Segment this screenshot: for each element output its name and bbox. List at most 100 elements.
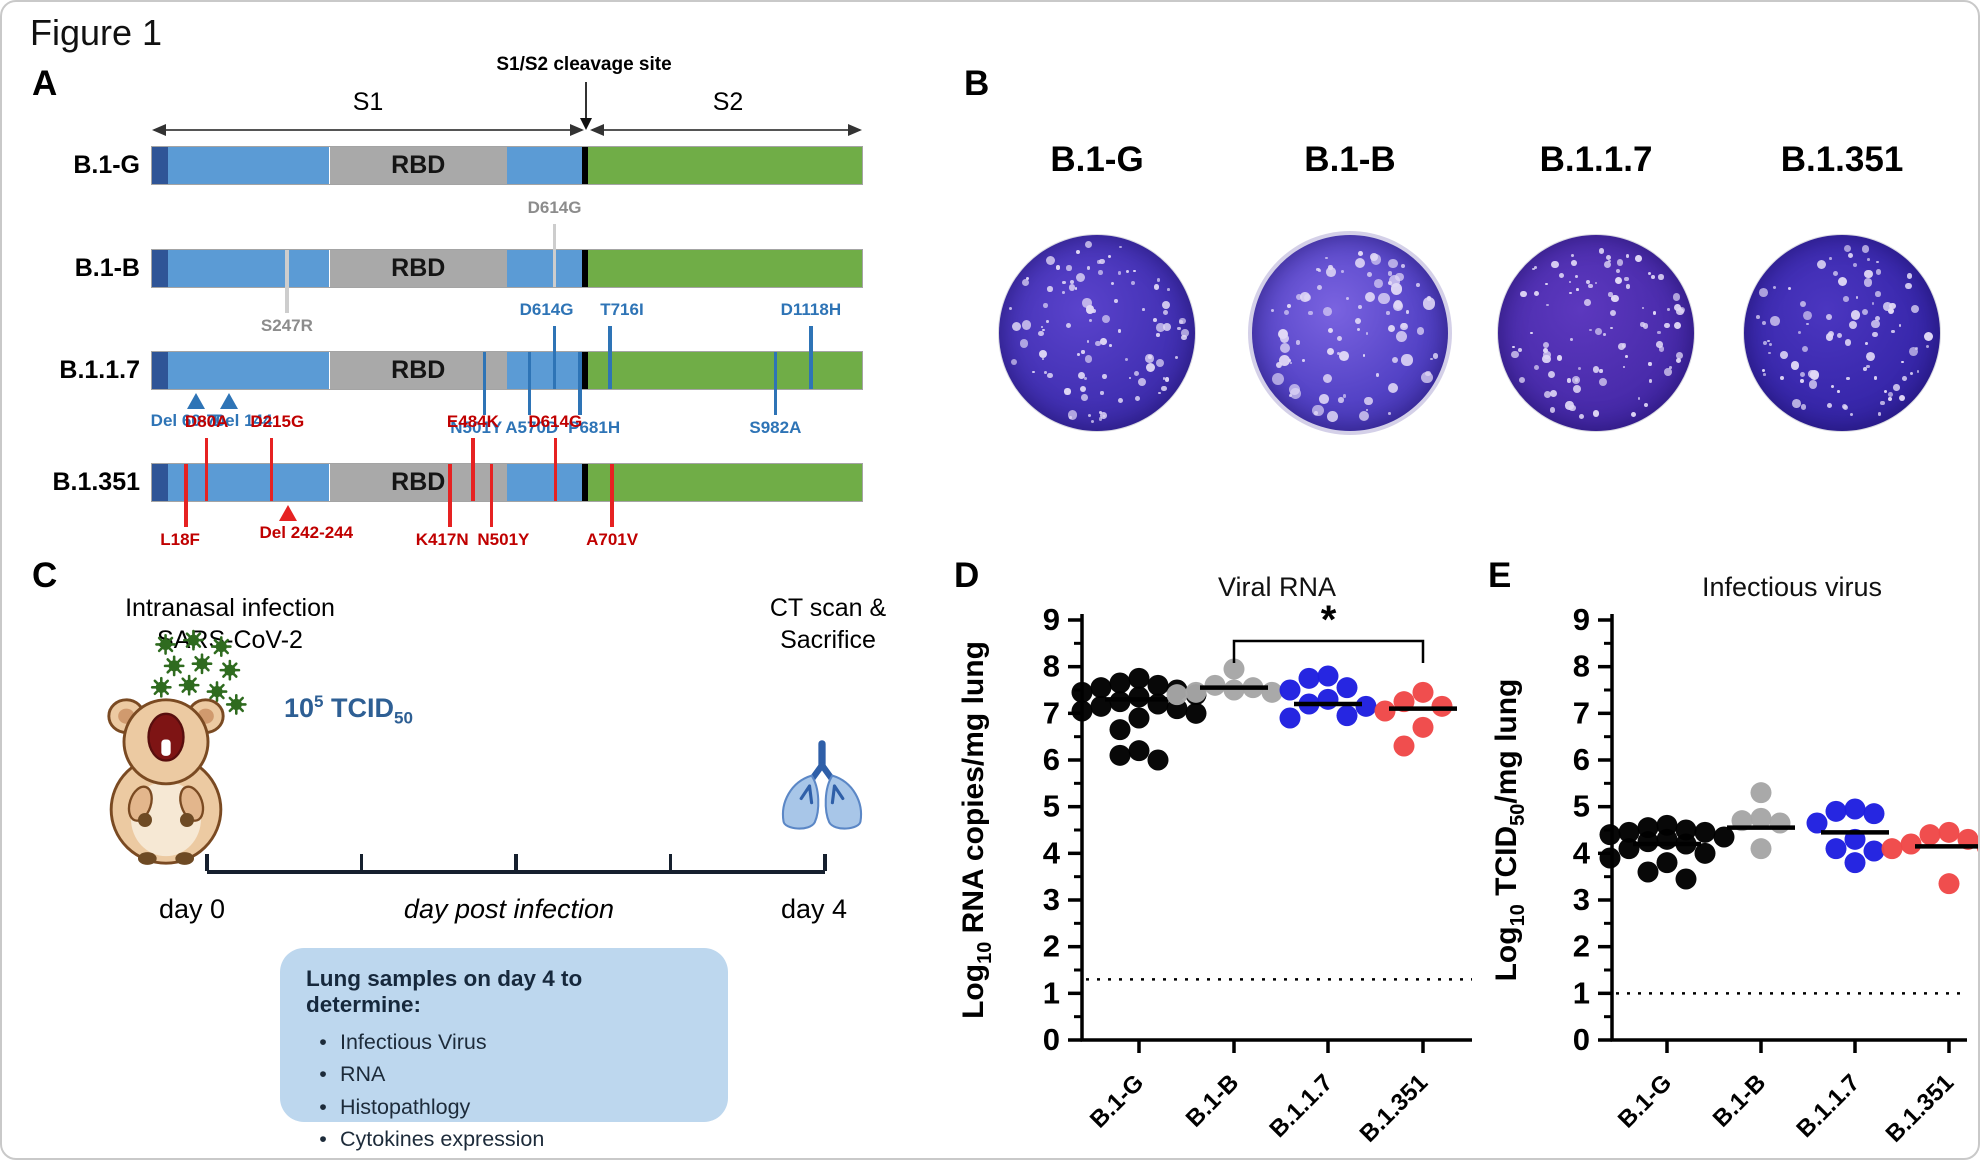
segment-ntd-dark — [152, 352, 168, 389]
data-point-B.1.1.7 — [1355, 695, 1377, 717]
plaque — [1425, 370, 1432, 377]
plaque — [1666, 308, 1670, 311]
plaque — [1648, 379, 1653, 383]
data-point-B.1.351 — [1900, 833, 1922, 855]
plaque — [1592, 410, 1600, 417]
virus-particle — [183, 629, 204, 651]
plaque — [1759, 287, 1768, 297]
data-point-B.1-G — [1071, 700, 1093, 722]
plaque — [1134, 371, 1140, 377]
plaque — [1047, 372, 1053, 379]
plaque — [1533, 365, 1540, 371]
timeline-day0-label: day 0 — [158, 894, 226, 924]
plaque — [1865, 351, 1875, 361]
plaque — [1672, 293, 1680, 301]
plaque — [1021, 278, 1030, 287]
y-tick-label: 3 — [1573, 882, 1590, 917]
plaque — [1100, 338, 1107, 345]
plaque — [1584, 299, 1591, 306]
mutation-line — [610, 464, 614, 527]
mutation-label: S247R — [260, 316, 313, 335]
plaque — [1076, 249, 1081, 254]
plaque — [1837, 276, 1847, 287]
plaque — [1675, 357, 1682, 364]
segment-ctd — [507, 250, 582, 287]
plaque — [1323, 307, 1332, 316]
plaque — [1046, 319, 1049, 323]
plaque — [1594, 327, 1602, 335]
segment-cleavage — [581, 464, 588, 501]
lung-samples-title: Lung samples on day 4 to determine: — [306, 966, 583, 1017]
plaque — [1365, 332, 1369, 335]
timeline-day4-label: day 4 — [780, 894, 848, 924]
segment-cleavage — [581, 147, 588, 184]
plaque-well — [999, 235, 1195, 431]
data-point-B.1.1.7 — [1863, 840, 1885, 862]
plaque — [1401, 354, 1413, 366]
dose-exponent: 5 — [314, 692, 324, 711]
data-point-B.1-G — [1599, 847, 1621, 869]
plaque — [1668, 366, 1672, 369]
plaque — [1543, 351, 1551, 359]
plaque — [1846, 376, 1850, 381]
plaque — [1099, 258, 1106, 265]
plaque — [1364, 291, 1376, 302]
dose-label: 105 TCID50 — [284, 692, 413, 728]
y-tick-label: 2 — [1043, 929, 1060, 964]
timeline-tick — [823, 854, 827, 871]
plaque — [1111, 282, 1115, 286]
virus-particle — [191, 653, 213, 675]
segment-s2 — [587, 147, 862, 184]
plaque — [1598, 248, 1605, 255]
plaque-well — [1252, 235, 1448, 431]
virus-particle — [150, 676, 172, 698]
plaque — [1915, 346, 1919, 350]
plaque — [1825, 333, 1834, 342]
plaque — [1155, 359, 1164, 368]
segment-ntd — [167, 464, 330, 501]
plaque — [1887, 391, 1893, 397]
segment-ntd-dark — [152, 147, 168, 184]
plaque — [1179, 317, 1186, 325]
mutation-line — [204, 438, 209, 501]
plaque — [1156, 333, 1160, 337]
plaque — [1549, 407, 1556, 413]
mutation-label: N501Y — [450, 418, 503, 437]
plaque — [1362, 354, 1366, 357]
plaque — [1312, 404, 1324, 417]
bullet-rna: • RNA — [306, 1058, 702, 1090]
mutation-line — [269, 438, 274, 501]
plaque — [1087, 413, 1092, 418]
plaque — [1388, 275, 1401, 288]
plaque — [1511, 350, 1519, 358]
plaque — [1866, 364, 1870, 369]
plaque — [1346, 297, 1350, 301]
plaque — [1763, 341, 1768, 346]
figure-title: Figure 1 — [30, 12, 163, 53]
ct-scan-line2: Sacrifice — [780, 626, 876, 654]
y-tick-label: 5 — [1573, 789, 1590, 824]
data-point-B.1.351 — [1938, 873, 1960, 895]
y-axis-title-part: Log — [957, 964, 990, 1019]
x-category-label: B.1-B — [1708, 1069, 1771, 1132]
virus-body — [224, 664, 236, 676]
data-point-B.1-B — [1223, 679, 1245, 701]
plaque — [1863, 269, 1873, 279]
plaque — [1906, 273, 1912, 279]
plaque — [1392, 301, 1403, 311]
plaque — [1577, 366, 1581, 370]
plaque — [1884, 390, 1888, 394]
plaque — [1549, 389, 1557, 397]
data-point-B.1-G — [1656, 852, 1678, 874]
plaque — [1318, 269, 1321, 272]
plaque — [1901, 376, 1907, 382]
plaque — [1530, 331, 1533, 335]
plaque — [1322, 373, 1333, 384]
data-point-B.1-B — [1204, 674, 1226, 696]
y-tick-label: 5 — [1043, 789, 1060, 824]
plaque — [1327, 410, 1339, 422]
plaque — [1109, 343, 1112, 347]
bullet-dot: • — [319, 1062, 327, 1087]
plaque — [1358, 410, 1370, 421]
plaque — [1675, 352, 1683, 360]
